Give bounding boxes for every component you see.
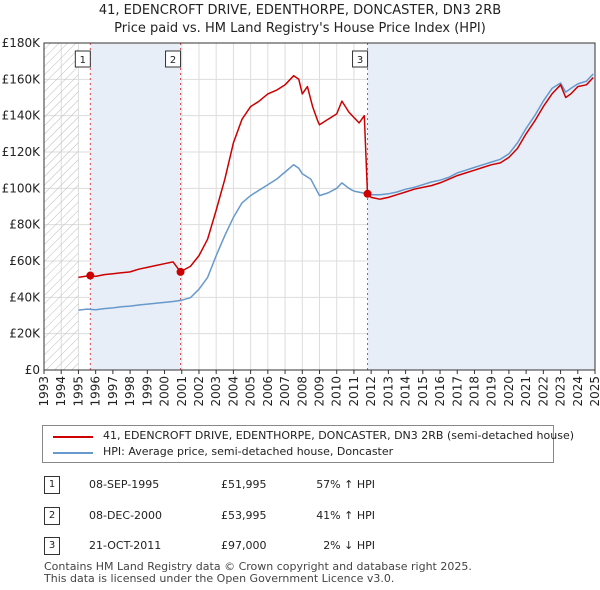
transaction-price: £97,000 bbox=[221, 539, 267, 552]
x-tick-label: 2017 bbox=[450, 376, 464, 407]
x-tick-label: 2007 bbox=[278, 376, 292, 407]
x-tick-label: 1994 bbox=[54, 376, 68, 407]
footer-copyright: Contains HM Land Registry data © Crown c… bbox=[44, 560, 472, 573]
transaction-number: 2 bbox=[44, 507, 60, 525]
x-tick-label: 1993 bbox=[37, 376, 51, 407]
transaction-date: 08-SEP-1995 bbox=[89, 478, 160, 491]
y-tick-label: £100K bbox=[2, 181, 42, 195]
x-tick-label: 2020 bbox=[502, 376, 516, 407]
legend-label-property: 41, EDENCROFT DRIVE, EDENTHORPE, DONCAST… bbox=[103, 429, 575, 442]
x-tick-label: 1999 bbox=[140, 376, 154, 407]
transaction-row: 2 08-DEC-2000 £53,995 41% ↑ HPI bbox=[0, 507, 600, 529]
x-tick-label: 2021 bbox=[519, 376, 533, 407]
transaction-date: 08-DEC-2000 bbox=[89, 509, 163, 522]
transaction-price: £53,995 bbox=[221, 509, 267, 522]
y-tick-label: £40K bbox=[9, 290, 41, 304]
sale-point bbox=[176, 267, 185, 276]
ownership-shade-1 bbox=[90, 43, 181, 370]
x-tick-label: 2011 bbox=[347, 376, 361, 407]
hpi-line bbox=[78, 73, 594, 311]
x-tick-label: 1995 bbox=[71, 376, 85, 407]
x-tick-label: 2010 bbox=[330, 376, 344, 407]
transaction-hpi-diff: 57% ↑ HPI bbox=[316, 478, 375, 491]
x-tick-label: 2003 bbox=[209, 376, 223, 407]
x-tick-label: 2012 bbox=[364, 376, 378, 407]
y-tick-label: £0 bbox=[25, 363, 40, 377]
footer-licence: This data is licensed under the Open Gov… bbox=[44, 572, 395, 585]
y-tick-label: £140K bbox=[2, 109, 42, 123]
transaction-row: 1 08-SEP-1995 £51,995 57% ↑ HPI bbox=[0, 476, 600, 498]
sale-point bbox=[86, 271, 95, 280]
chart-subtitle: Price paid vs. HM Land Registry's House … bbox=[114, 21, 486, 36]
sale-label-box bbox=[74, 50, 91, 68]
y-tick-label: £60K bbox=[9, 254, 41, 268]
x-tick-label: 2013 bbox=[381, 376, 395, 407]
x-tick-label: 2018 bbox=[467, 376, 481, 407]
transaction-hpi-diff: 41% ↑ HPI bbox=[316, 509, 375, 522]
x-tick-label: 2024 bbox=[571, 376, 585, 407]
transaction-date: 21-OCT-2011 bbox=[89, 539, 162, 552]
sale-label-text: 2 bbox=[170, 55, 176, 66]
x-tick-label: 1997 bbox=[106, 376, 120, 407]
legend: 41, EDENCROFT DRIVE, EDENTHORPE, DONCAST… bbox=[42, 425, 574, 463]
price-chart: 1 2 3 £0 £20K £40K £60K £80K £100K £120K £140K £16… bbox=[2, 36, 600, 407]
legend-swatch-hpi bbox=[53, 452, 93, 454]
transaction-hpi-diff: 2% ↓ HPI bbox=[323, 539, 375, 552]
legend-swatch-property bbox=[53, 436, 93, 438]
y-tick-label: £80K bbox=[9, 218, 41, 232]
sale-label-text: 1 bbox=[80, 55, 86, 66]
ownership-shade-2 bbox=[367, 43, 595, 370]
y-tick-label: £120K bbox=[2, 145, 42, 159]
property-price-line bbox=[78, 74, 594, 279]
pre-data-hatch bbox=[44, 43, 79, 370]
x-tick-label: 2015 bbox=[416, 376, 430, 407]
transaction-number: 1 bbox=[44, 476, 60, 494]
x-tick-label: 2009 bbox=[313, 376, 327, 407]
x-tick-label: 1996 bbox=[89, 376, 103, 407]
x-tick-label: 2016 bbox=[433, 376, 447, 407]
x-tick-label: 2014 bbox=[399, 376, 413, 407]
y-tick-label: £160K bbox=[2, 72, 42, 86]
x-tick-label: 2005 bbox=[244, 376, 258, 407]
x-tick-label: 1998 bbox=[123, 376, 137, 407]
transaction-number: 3 bbox=[44, 537, 60, 555]
legend-label-hpi: HPI: Average price, semi-detached house,… bbox=[103, 445, 394, 458]
x-tick-label: 2001 bbox=[175, 376, 189, 407]
x-tick-label: 2023 bbox=[554, 376, 568, 407]
x-tick-label: 2022 bbox=[536, 376, 550, 407]
sale-label-text: 3 bbox=[357, 55, 363, 66]
x-tick-label: 2000 bbox=[158, 376, 172, 407]
y-tick-label: £180K bbox=[2, 36, 42, 50]
x-tick-label: 2004 bbox=[226, 376, 240, 407]
x-tick-label: 2008 bbox=[295, 376, 309, 407]
sale-label-box bbox=[165, 50, 182, 68]
y-tick-label: £20K bbox=[9, 327, 41, 341]
sale-point bbox=[363, 189, 372, 198]
sale-label-box bbox=[352, 50, 369, 68]
transaction-price: £51,995 bbox=[221, 478, 267, 491]
transaction-row: 3 21-OCT-2011 £97,000 2% ↓ HPI bbox=[0, 537, 600, 559]
chart-title: 41, EDENCROFT DRIVE, EDENTHORPE, DONCAST… bbox=[98, 3, 502, 18]
x-tick-label: 2002 bbox=[192, 376, 206, 407]
x-tick-label: 2025 bbox=[588, 376, 600, 407]
x-tick-label: 2019 bbox=[485, 376, 499, 407]
x-tick-label: 2006 bbox=[261, 376, 275, 407]
